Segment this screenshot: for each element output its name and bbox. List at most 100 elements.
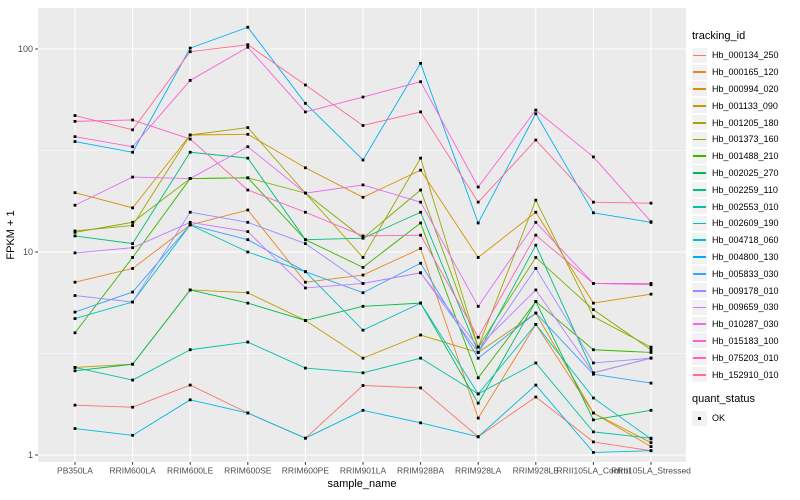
data-point: [534, 322, 538, 326]
data-point: [361, 236, 365, 240]
legend-key-line-icon: [693, 205, 706, 208]
data-point: [188, 398, 192, 402]
data-point: [73, 310, 77, 314]
quant-status-legend-item: OK: [692, 410, 798, 427]
data-point: [361, 408, 365, 412]
data-point: [73, 294, 77, 297]
quant-ok-label: OK: [712, 413, 726, 424]
legend-item-label: Hb_000994_020: [712, 83, 779, 94]
data-point: [649, 356, 653, 360]
data-point: [246, 132, 250, 136]
data-point: [188, 383, 192, 387]
legend-key-line-icon: [693, 323, 706, 326]
x-tick-label: RRIM600PE: [282, 466, 330, 476]
data-point: [304, 191, 307, 195]
data-point: [131, 118, 134, 122]
data-point: [649, 449, 653, 453]
data-point: [246, 250, 250, 254]
data-point: [649, 345, 653, 349]
data-point: [304, 110, 307, 114]
legend-key: [692, 47, 707, 63]
data-point: [131, 150, 134, 154]
data-point: [131, 267, 134, 270]
data-point: [361, 328, 365, 332]
data-point: [131, 433, 134, 437]
legend-key: [692, 367, 707, 383]
legend-key: [692, 199, 707, 215]
data-point: [419, 188, 422, 192]
data-point: [592, 282, 595, 285]
data-point: [131, 145, 134, 149]
legend-key-line-icon: [693, 71, 706, 74]
data-point: [534, 395, 538, 399]
data-point: [304, 242, 307, 245]
x-tick-label: RRIM600LA: [109, 466, 156, 476]
data-point: [361, 291, 365, 295]
data-point: [649, 292, 653, 296]
legend-key: [692, 283, 707, 299]
data-point: [534, 288, 538, 292]
legend-item-label: Hb_009659_030: [712, 302, 779, 313]
legend-item-label: Hb_000165_120: [712, 67, 779, 78]
legend-key-line-icon: [693, 155, 706, 158]
data-point: [131, 378, 134, 382]
data-point: [592, 348, 595, 352]
legend-item-label: Hb_002553_010: [712, 201, 779, 212]
data-point: [188, 150, 192, 154]
x-tick-label: RRIM901LA: [340, 466, 387, 476]
data-point: [649, 437, 653, 441]
legend-item-label: Hb_000134_250: [712, 50, 779, 61]
data-point: [73, 317, 77, 320]
data-point: [73, 203, 77, 207]
data-point: [73, 135, 77, 139]
legend-item-label: Hb_004800_130: [712, 251, 779, 262]
data-point: [246, 411, 250, 415]
data-point: [304, 436, 307, 440]
legend-key: [692, 64, 707, 80]
data-point: [534, 233, 538, 237]
data-point: [188, 137, 192, 141]
data-point: [131, 246, 134, 250]
data-point: [246, 176, 250, 180]
data-point: [73, 366, 77, 369]
x-tick-label: RRIM928BA: [397, 466, 445, 476]
data-point: [419, 221, 422, 225]
tracking-id-legend-title: tracking_id: [692, 30, 746, 42]
legend-key-line-icon: [693, 357, 706, 359]
legend-item: Hb_004800_130: [692, 249, 798, 266]
data-point: [534, 198, 538, 202]
data-point: [246, 220, 250, 224]
legend-item: Hb_010287_030: [692, 316, 798, 333]
data-point: [419, 301, 422, 305]
data-point: [419, 200, 422, 204]
legend-key-line-icon: [693, 306, 706, 309]
data-point: [534, 138, 538, 142]
legend-key-line-icon: [693, 121, 706, 124]
y-tick-label: 1: [28, 450, 33, 460]
legend-key: [692, 98, 707, 114]
data-point: [592, 396, 595, 400]
x-tick-label: RRIM600SE: [224, 466, 272, 476]
legend-item: Hb_001133_090: [692, 97, 798, 114]
data-point: [476, 345, 480, 349]
legend-key-line-icon: [693, 189, 706, 191]
x-axis-title: sample_name: [327, 478, 397, 490]
data-point: [649, 201, 653, 205]
legend-key: [692, 249, 707, 265]
legend-key: [692, 215, 707, 231]
data-point: [361, 304, 365, 308]
data-point: [649, 351, 653, 354]
data-point: [534, 267, 538, 270]
data-point: [188, 79, 192, 82]
legend-item: Hb_002553_010: [692, 198, 798, 215]
data-point: [188, 133, 192, 137]
legend-item-label: Hb_152910_010: [712, 369, 779, 380]
data-point: [534, 383, 538, 387]
legend-key-line-icon: [693, 105, 706, 107]
data-point: [131, 128, 134, 132]
data-point: [73, 427, 77, 430]
data-point: [246, 45, 250, 49]
data-point: [246, 230, 250, 234]
data-point: [361, 158, 365, 162]
